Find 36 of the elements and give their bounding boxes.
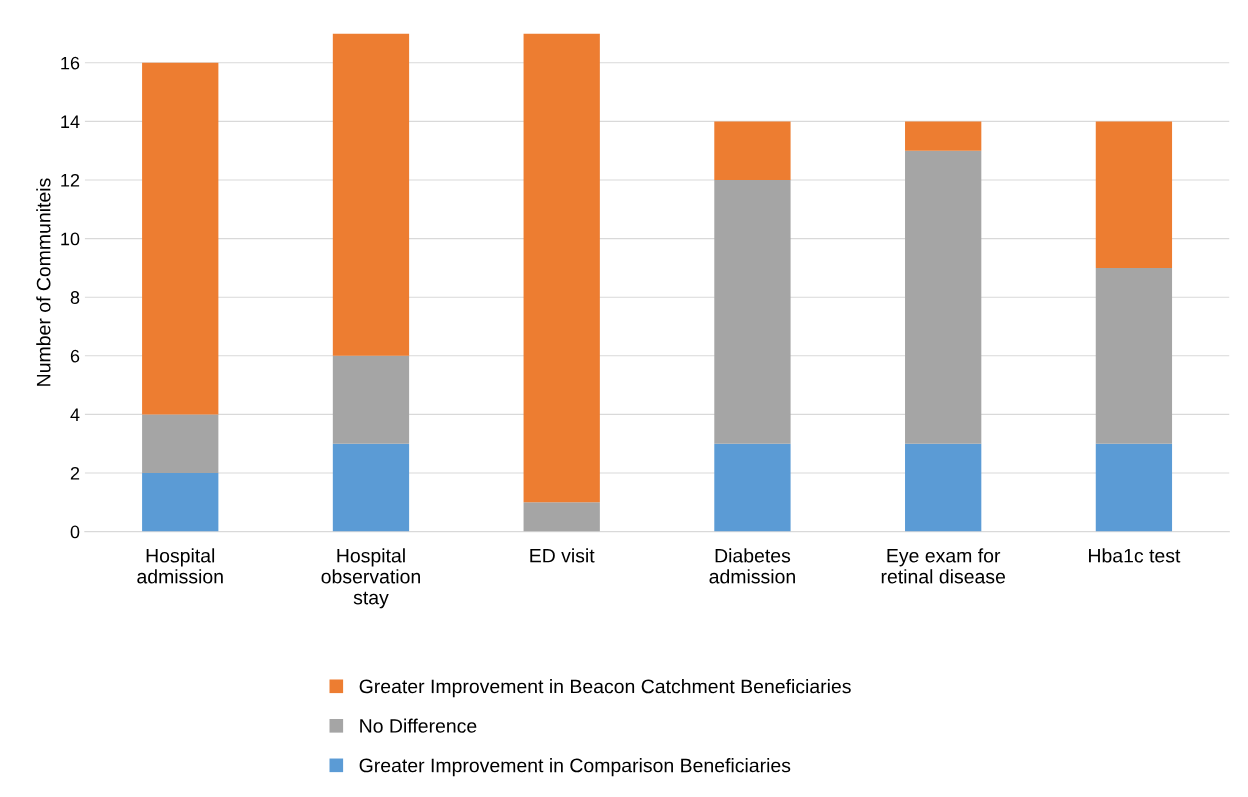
bar	[142, 473, 219, 532]
x-tick-label: Eye exam for retinal disease	[881, 548, 1006, 584]
x-tick-label: Hba1c test	[1089, 548, 1181, 563]
bar	[905, 150, 982, 444]
legend-label: Greater Improvement in Beacon Catchment Beneficiaries	[359, 679, 851, 698]
y-tick-label: 4	[70, 408, 80, 421]
bar	[905, 443, 982, 532]
bar	[332, 33, 410, 356]
bar	[714, 443, 791, 532]
y-tick-label: 10	[61, 232, 80, 246]
x-tick-label: ED visit	[530, 548, 595, 563]
x-tick-label: Diabetes admission	[709, 548, 795, 584]
y-axis-title: Number of Communiteis	[36, 178, 51, 386]
legend-label: Greater Improvement in Comparison Beneficiaries	[359, 758, 791, 777]
bar	[523, 33, 600, 503]
x-tick-label: Hospital admission	[137, 548, 223, 584]
bar	[1095, 121, 1173, 268]
bar	[142, 62, 219, 415]
x-tick-label: Hospital observation stay	[321, 548, 420, 609]
legend-label: No Difference	[360, 718, 477, 733]
y-tick-label: 14	[61, 115, 80, 128]
bar	[1095, 443, 1173, 532]
bar	[332, 443, 410, 532]
y-tick-label: 16	[61, 56, 80, 70]
bar	[332, 355, 410, 444]
y-tick-label: 2	[70, 466, 80, 480]
bar	[1095, 267, 1173, 444]
bar	[714, 179, 791, 444]
y-tick-label: 8	[70, 291, 80, 304]
y-tick-label: 12	[61, 173, 80, 187]
bar	[523, 502, 600, 532]
bar	[714, 121, 791, 180]
y-tick-label: 0	[70, 525, 80, 539]
bar	[905, 121, 982, 151]
bar	[142, 414, 219, 473]
y-tick-label: 6	[70, 349, 80, 363]
